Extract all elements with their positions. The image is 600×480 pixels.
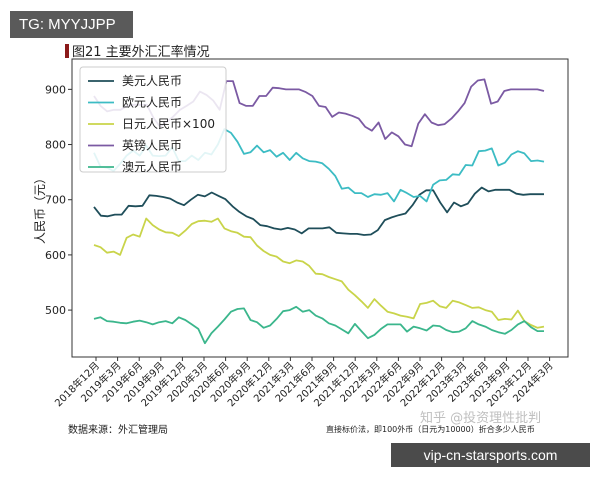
y-tick-label: 500	[45, 304, 66, 317]
series-line-usd	[93, 186, 544, 236]
series-line-aud	[93, 305, 544, 345]
bottom-watermark-tag: vip-cn-starsports.com	[391, 443, 590, 467]
pricing-note: 直接标价法，即100外币（日元为10000）折合多少人民币	[326, 425, 535, 434]
y-tick-label: 800	[45, 139, 66, 152]
legend-label-aud: 澳元人民币	[122, 160, 182, 174]
zhihu-watermark: 知乎 @投资理性批判	[420, 411, 542, 426]
y-tick-label: 600	[45, 249, 66, 262]
figure-title: 图21 主要外汇汇率情况	[65, 44, 210, 62]
x-axis-ticks: 2018年12月2019年3月2019年6月2019年9月2019年12月202…	[52, 357, 556, 409]
y-tick-label: 700	[45, 194, 66, 207]
top-watermark-tag: TG: MYYJJPP	[10, 11, 133, 38]
y-axis-label: 人民币（元）	[33, 172, 47, 244]
legend-label-gbp: 英镑人民币	[122, 138, 182, 153]
legend-label-jpy: 日元人民币×100	[122, 117, 215, 131]
data-source: 数据来源：外汇管理局	[68, 425, 168, 436]
title-bar-marker	[65, 44, 69, 58]
plot-border	[71, 58, 569, 358]
series-line-jpy	[93, 217, 545, 329]
y-axis-ticks: 500 600 700 800 900	[45, 83, 72, 317]
legend-box	[79, 66, 227, 173]
legend-label-usd: 美元人民币	[122, 74, 182, 88]
figure-title-text: 图21 主要外汇汇率情况	[72, 45, 210, 60]
y-tick-label: 900	[45, 83, 66, 96]
legend-label-eur: 欧元人民币	[122, 96, 182, 110]
